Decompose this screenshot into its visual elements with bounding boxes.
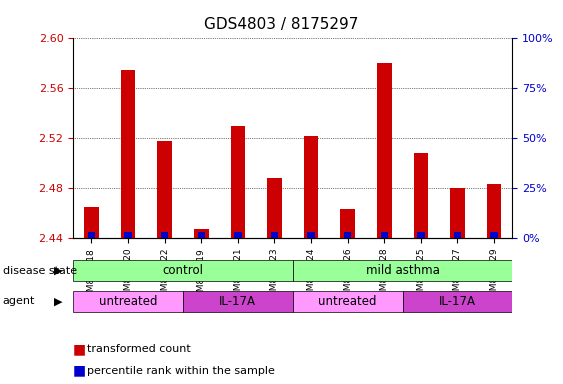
Bar <box>84 207 99 238</box>
Text: IL-17A: IL-17A <box>439 295 476 308</box>
Text: ■: ■ <box>73 343 86 356</box>
FancyBboxPatch shape <box>293 260 512 281</box>
Bar <box>304 136 319 238</box>
Bar <box>454 232 461 238</box>
Bar <box>344 232 351 238</box>
Bar <box>340 209 355 238</box>
FancyBboxPatch shape <box>293 291 403 312</box>
Bar <box>307 232 315 238</box>
FancyBboxPatch shape <box>73 291 183 312</box>
Bar <box>120 70 136 238</box>
Text: ▶: ▶ <box>53 296 62 306</box>
Text: ■: ■ <box>73 364 86 377</box>
Bar <box>271 232 278 238</box>
Bar <box>417 232 425 238</box>
Bar <box>486 184 502 238</box>
Text: untreated: untreated <box>319 295 377 308</box>
Text: transformed count: transformed count <box>87 344 191 354</box>
Bar <box>450 188 465 238</box>
Bar <box>490 232 498 238</box>
Text: mild asthma: mild asthma <box>365 264 440 277</box>
Bar <box>231 126 245 238</box>
Bar <box>234 232 242 238</box>
Bar <box>194 229 208 238</box>
FancyBboxPatch shape <box>183 291 293 312</box>
Bar <box>198 232 205 238</box>
Bar <box>88 232 95 238</box>
Text: untreated: untreated <box>99 295 157 308</box>
Text: percentile rank within the sample: percentile rank within the sample <box>87 366 275 376</box>
Text: ▶: ▶ <box>53 266 62 276</box>
Text: IL-17A: IL-17A <box>220 295 256 308</box>
Text: agent: agent <box>3 296 35 306</box>
Bar <box>161 232 168 238</box>
Text: GDS4803 / 8175297: GDS4803 / 8175297 <box>204 17 359 32</box>
Bar <box>377 63 392 238</box>
Bar <box>267 178 282 238</box>
Bar <box>413 153 428 238</box>
Text: control: control <box>163 264 203 277</box>
FancyBboxPatch shape <box>73 260 293 281</box>
FancyBboxPatch shape <box>403 291 512 312</box>
Text: disease state: disease state <box>3 266 77 276</box>
Bar <box>124 232 132 238</box>
Bar <box>157 141 172 238</box>
Bar <box>381 232 388 238</box>
